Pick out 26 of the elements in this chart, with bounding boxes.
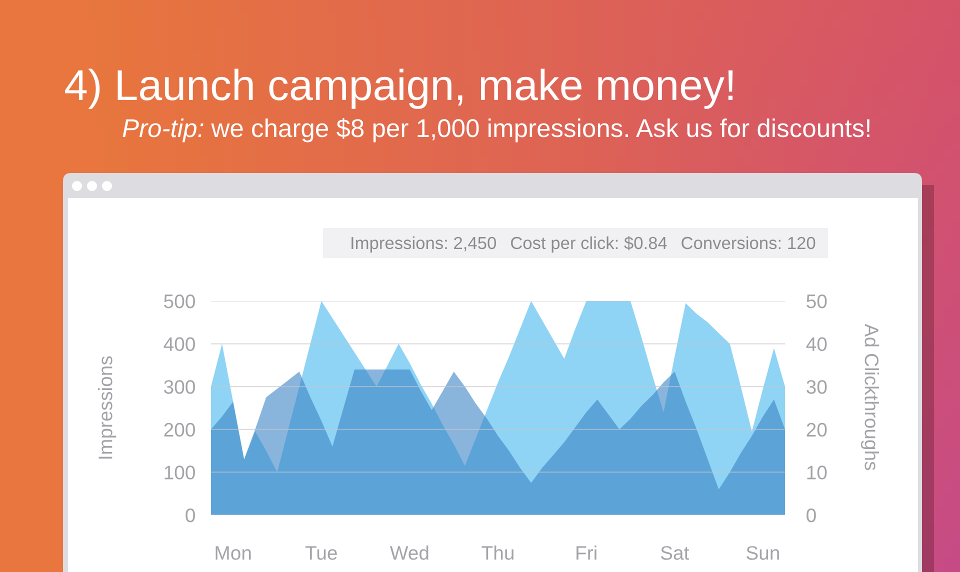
chart-subtitle: Pro-tip: we charge $8 per 1,000 impressions. Ask us for discounts!	[122, 118, 870, 142]
y2-tick-label: 0	[806, 508, 816, 522]
y-tick-label: 300	[164, 380, 195, 394]
text: Conversions: 120	[682, 236, 816, 250]
x-tick-label: Thu	[482, 546, 514, 560]
x-tick-label: Tue	[305, 546, 337, 560]
y2-tick-label: 40	[806, 337, 827, 352]
y-tick-label: 200	[164, 422, 195, 437]
y-tick-label: 400	[164, 337, 195, 352]
x-tick-label: Sun	[746, 546, 779, 560]
x-tick-label: Mon	[216, 546, 251, 560]
chart-title: 4) Launch campaign, make money!	[64, 68, 733, 109]
y2-tick-label: 30	[806, 380, 827, 394]
y2-axis-title: Ad Clickthroughs	[860, 324, 880, 470]
y-tick-label: 100	[164, 466, 195, 480]
text: Cost per click: $0.84	[511, 236, 667, 253]
x-tick-label: Wed	[390, 546, 428, 560]
x-tick-label: Fri	[576, 546, 596, 560]
text: Impressions: 2,450	[352, 236, 496, 253]
y-tick-label: 0	[186, 508, 195, 522]
y2-tick-label: 20	[806, 422, 827, 437]
y-axis-title: Impressions	[98, 356, 116, 459]
x-tick-label: Sat	[660, 546, 690, 560]
y2-tick-label: 10	[807, 466, 827, 480]
y-tick-label: 500	[164, 294, 195, 308]
y2-tick-label: 50	[806, 294, 827, 308]
